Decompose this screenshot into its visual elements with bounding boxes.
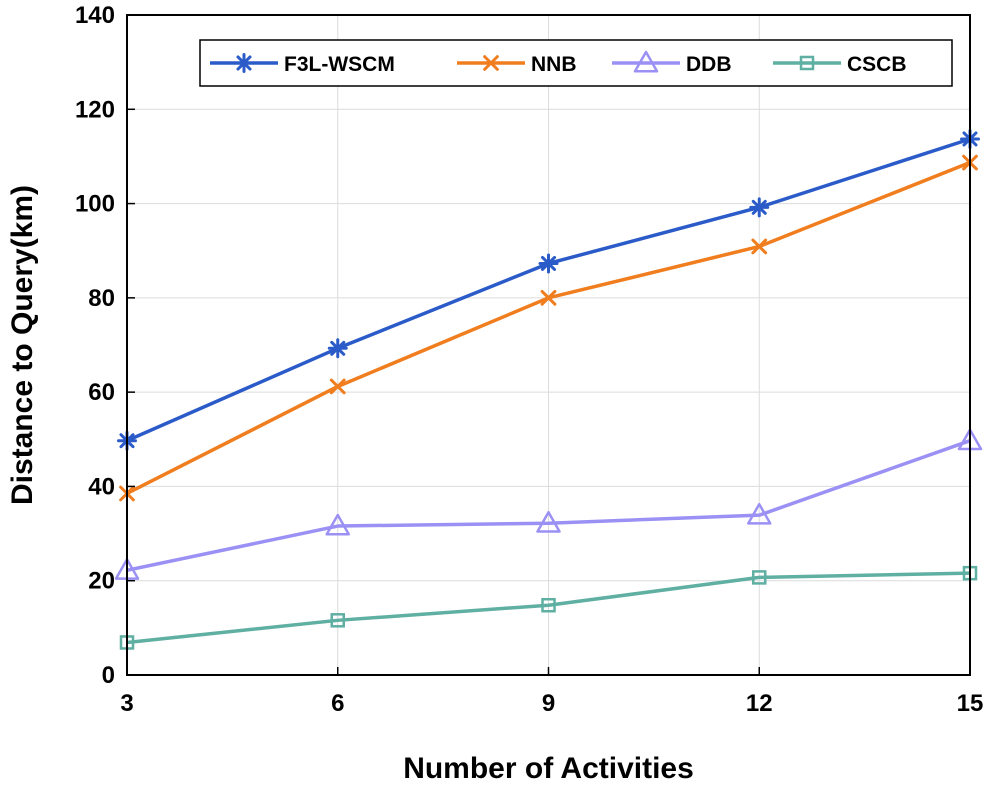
data-point [536, 510, 561, 533]
y-tick-label: 80 [88, 285, 115, 312]
legend-marker [633, 50, 659, 73]
legend-entry-cscb: CSCB [773, 53, 907, 76]
x-tick-label: 12 [746, 690, 773, 717]
y-tick-label: 120 [75, 96, 115, 123]
data-point [749, 197, 770, 218]
legend-entry-ddb: DDB [612, 50, 732, 76]
x-tick-label: 6 [331, 690, 344, 717]
x-axis-label: Number of Activities [403, 752, 694, 785]
x-tick-label: 15 [957, 690, 984, 717]
series-line [126, 571, 971, 645]
legend-marker [234, 53, 254, 73]
series-line [126, 439, 971, 573]
data-point [327, 338, 348, 359]
y-tick-label: 40 [88, 473, 115, 500]
y-tick-label: 0 [102, 662, 115, 689]
data-point [541, 597, 556, 613]
data-point [538, 253, 559, 274]
y-tick-label: 20 [88, 568, 115, 595]
y-axis-label: Distance to Query(km) [6, 185, 39, 505]
data-point [540, 289, 557, 306]
legend-label: CSCB [847, 53, 907, 76]
legend-label: NNB [531, 53, 577, 76]
series-lines [114, 128, 983, 650]
legend-entry-f3l-wscm: F3L-WSCM [210, 53, 395, 76]
data-point [325, 513, 350, 536]
x-tick-label: 3 [120, 690, 133, 717]
y-tick-label: 100 [75, 191, 115, 218]
data-point [330, 613, 345, 628]
legend-marker [483, 55, 499, 71]
data-point [747, 502, 772, 525]
legend-entry-nnb: NNB [457, 53, 577, 76]
axis-ticks: 3 6 9 12 15 0 20 40 60 80 100 120 140 [75, 2, 983, 717]
legend-label: F3L-WSCM [284, 53, 395, 76]
y-tick-label: 140 [75, 2, 115, 29]
legend-marker [799, 55, 815, 71]
data-point [752, 570, 767, 585]
legend: F3L-WSCM NNB DDB CSCB [199, 39, 953, 87]
data-point [329, 378, 346, 395]
y-tick-label: 60 [88, 379, 115, 406]
legend-label: DDB [686, 53, 732, 76]
data-point [751, 238, 768, 255]
x-tick-label: 9 [542, 690, 555, 717]
